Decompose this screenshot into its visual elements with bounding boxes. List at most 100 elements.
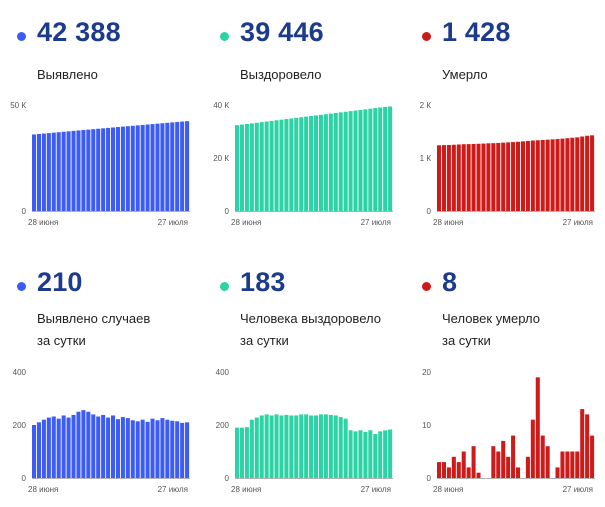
chart-bar xyxy=(383,106,388,211)
x-tick-label-end: 27 июля xyxy=(158,218,188,227)
recovered-caption: Выздоровело xyxy=(240,64,400,86)
caption-line: за сутки xyxy=(442,333,491,348)
chart-bar xyxy=(51,132,56,211)
chart-bar xyxy=(125,418,130,478)
chart-bar xyxy=(555,139,560,211)
chart-bar xyxy=(550,139,555,211)
chart-bar xyxy=(96,128,101,211)
x-tick-label-end: 27 июля xyxy=(563,218,593,227)
daily-deaths-caption: Человек умерло за сутки xyxy=(442,308,602,352)
chart-bar xyxy=(501,440,506,478)
deaths-total: 1 428 xyxy=(442,17,511,47)
chart-bar xyxy=(476,472,481,478)
chart-bar xyxy=(180,121,185,211)
chart-bar xyxy=(471,446,476,478)
blue-dot-icon xyxy=(17,32,26,41)
chart-bar xyxy=(299,414,304,478)
chart-bar xyxy=(461,144,466,211)
chart-bar xyxy=(511,142,516,211)
chart-bar xyxy=(338,417,343,478)
chart-bar xyxy=(585,414,590,478)
chart-bar xyxy=(530,419,535,478)
y-tick-label: 2 К xyxy=(420,101,432,110)
daily-detected-total: 210 xyxy=(37,267,83,297)
chart-bar xyxy=(264,414,269,478)
caption-line: Выздоровело xyxy=(240,67,322,82)
chart-bar xyxy=(314,115,319,211)
chart-bar xyxy=(46,133,51,211)
x-tick-label-start: 28 июня xyxy=(433,218,463,227)
daily-deaths-chart: 0 10 20 28 июня 27 июля xyxy=(422,368,595,494)
chart-bar xyxy=(530,140,535,211)
chart-bar xyxy=(150,418,155,478)
detected-caption: Выявлено xyxy=(37,64,197,86)
chart-bar xyxy=(259,122,264,211)
chart-bar xyxy=(511,435,516,478)
caption-line: Выявлено xyxy=(37,67,98,82)
chart-bar xyxy=(466,144,471,211)
chart-bar xyxy=(175,421,180,478)
chart-bar xyxy=(66,417,71,478)
chart-bar xyxy=(570,451,575,478)
chart-bar xyxy=(170,420,175,478)
y-tick-label: 0 xyxy=(225,474,230,483)
chart-bar xyxy=(323,414,328,478)
chart-bar xyxy=(165,419,170,478)
chart-bar xyxy=(437,462,442,478)
chart-bar xyxy=(32,134,37,211)
y-tick-label: 0 xyxy=(225,207,230,216)
chart-bar xyxy=(348,430,353,478)
recovered-chart: 0 20 К 40 К 28 июня 27 июля xyxy=(213,101,393,227)
chart-bar xyxy=(91,129,96,211)
chart-bar xyxy=(338,112,343,211)
chart-bar xyxy=(525,140,530,211)
chart-bar xyxy=(254,122,259,211)
chart-bar xyxy=(353,110,358,211)
y-tick-label: 0 xyxy=(22,207,27,216)
chart-bar xyxy=(41,419,46,478)
y-tick-label: 50 К xyxy=(10,101,26,110)
chart-bar xyxy=(328,414,333,478)
chart-bar xyxy=(32,425,37,478)
chart-bar xyxy=(343,111,348,211)
chart-bar xyxy=(378,107,383,211)
chart-bar xyxy=(378,431,383,478)
chart-bar xyxy=(575,137,580,211)
chart-bar xyxy=(155,123,160,211)
chart-bar xyxy=(314,415,319,478)
chart-bar xyxy=(456,144,461,211)
chart-bar xyxy=(41,133,46,211)
chart-bar xyxy=(120,417,125,478)
chart-bar xyxy=(294,415,299,478)
chart-bar xyxy=(249,419,254,478)
chart-bar xyxy=(46,417,51,478)
chart-bar xyxy=(309,116,314,211)
y-tick-label: 400 xyxy=(13,368,27,377)
caption-line: Умерло xyxy=(442,67,488,82)
x-tick-label-end: 27 июля xyxy=(158,485,188,494)
chart-bar xyxy=(363,431,368,478)
y-tick-label: 40 К xyxy=(213,101,229,110)
chart-bar xyxy=(540,139,545,211)
x-tick-label-start: 28 июня xyxy=(28,485,58,494)
y-tick-label: 20 xyxy=(422,368,431,377)
chart-bar xyxy=(373,108,378,211)
panel-daily-recovered: 183 Человека выздоровело за сутки 0 200 40… xyxy=(208,250,398,494)
blue-dot-icon xyxy=(17,282,26,291)
chart-bar xyxy=(525,456,530,478)
chart-bar xyxy=(66,131,71,211)
chart-bar xyxy=(86,411,91,478)
chart-bar xyxy=(76,130,81,211)
chart-bar xyxy=(580,409,585,478)
chart-bar xyxy=(481,143,486,211)
teal-dot-icon xyxy=(220,32,229,41)
chart-bar xyxy=(155,420,160,478)
deaths-chart: 0 1 К 2 К 28 июня 27 июля xyxy=(420,101,595,227)
chart-bar xyxy=(235,125,240,211)
caption-line: Человек умерло xyxy=(442,311,540,326)
chart-bar xyxy=(76,411,81,478)
chart-bar xyxy=(555,467,560,478)
chart-bar xyxy=(269,120,274,211)
chart-bar xyxy=(249,123,254,211)
daily-detected-chart: 0 200 400 28 июня 27 июля xyxy=(13,368,190,494)
